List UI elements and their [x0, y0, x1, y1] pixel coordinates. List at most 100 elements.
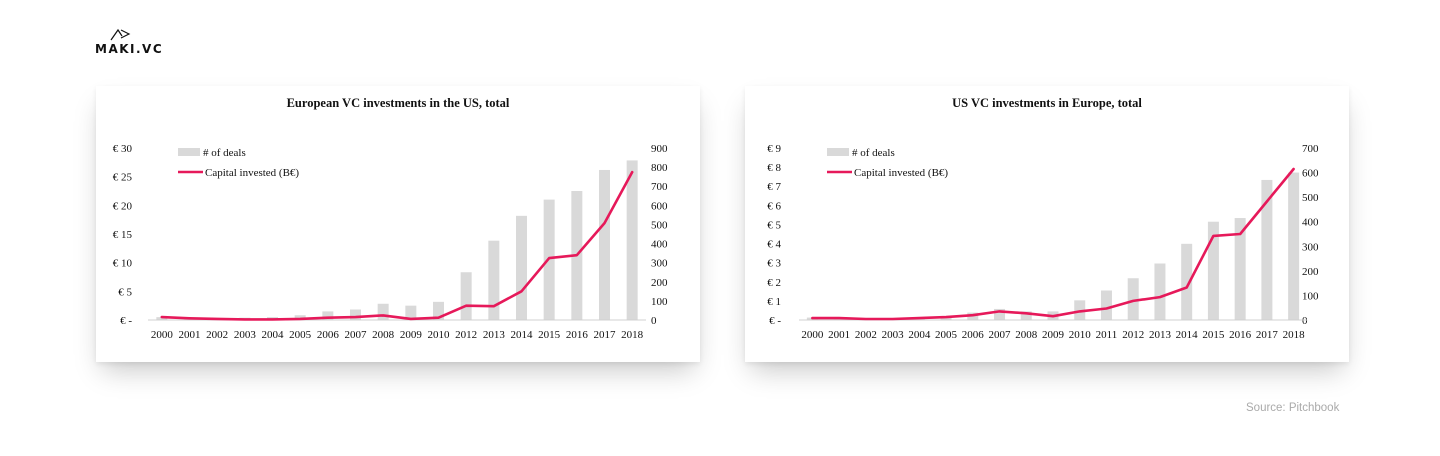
y-right-tick-label: 200	[651, 277, 668, 289]
x-tick-label: 2007	[989, 329, 1012, 341]
y-left-tick-label: € 8	[767, 162, 781, 174]
y-left-tick-label: € 7	[767, 181, 781, 193]
y-left-tick-label: € 5	[767, 219, 781, 231]
bar-deals-2013	[488, 240, 500, 320]
x-tick-label: 2001	[828, 329, 850, 341]
bar-deals-2016	[1234, 218, 1246, 320]
y-left-tick-label: € -	[120, 315, 132, 327]
legend-label-capital: Capital invested (B€)	[205, 167, 299, 179]
y-left-tick-label: € 10	[113, 258, 133, 270]
x-tick-label: 2008	[1015, 329, 1038, 341]
x-tick-label: 2007	[345, 329, 368, 341]
bar-deals-2008	[377, 303, 389, 320]
y-right-tick-label: 600	[651, 200, 668, 212]
x-tick-label: 2018	[1283, 329, 1306, 341]
x-tick-label: 2017	[1256, 329, 1279, 341]
x-tick-label: 2004	[262, 329, 285, 341]
x-tick-label: 2002	[206, 329, 228, 341]
legend-swatch-deals	[827, 148, 849, 156]
chart-card-1: European VC investments in the US, total…	[96, 86, 700, 362]
y-left-tick-label: € 3	[767, 258, 781, 270]
bar-deals-2012	[460, 272, 472, 320]
bar-deals-2014	[516, 215, 527, 320]
bar-deals-2011	[1100, 290, 1112, 320]
y-left-tick-label: € 9	[767, 143, 781, 155]
x-tick-label: 2010	[428, 329, 451, 341]
x-tick-label: 2018	[621, 329, 644, 341]
bar-deals-2007	[350, 309, 361, 320]
y-left-tick-label: € 30	[113, 143, 133, 155]
y-right-tick-label: 400	[651, 239, 668, 251]
y-right-tick-label: 0	[651, 315, 657, 327]
x-tick-label: 2003	[882, 329, 905, 341]
x-tick-label: 2011	[1096, 329, 1118, 341]
y-right-tick-label: 300	[651, 258, 668, 270]
x-tick-label: 2009	[400, 329, 423, 341]
x-tick-label: 2016	[1229, 329, 1252, 341]
x-tick-label: 2013	[1149, 329, 1172, 341]
y-right-tick-label: 300	[1302, 241, 1319, 253]
bar-deals-2009	[405, 305, 417, 320]
y-right-tick-label: 200	[1302, 266, 1319, 278]
x-tick-label: 2005	[935, 329, 958, 341]
line-capital-invested	[160, 170, 634, 321]
x-tick-label: 2008	[372, 329, 395, 341]
bar-deals-2018	[1288, 172, 1300, 320]
y-right-tick-label: 400	[1302, 217, 1319, 229]
bar-deals-2014	[1181, 243, 1193, 320]
chart-title: US VC investments in Europe, total	[952, 96, 1142, 110]
x-tick-label: 2006	[317, 329, 340, 341]
bar-deals-2012	[1127, 278, 1139, 320]
y-left-tick-label: € 2	[767, 277, 781, 289]
y-left-tick-label: € 5	[118, 286, 132, 298]
bar-deals-2008	[1020, 311, 1032, 320]
legend-label-deals: # of deals	[852, 147, 895, 159]
y-left-tick-label: € 6	[767, 200, 781, 212]
logo-mark-icon	[110, 28, 131, 41]
legend-label-deals: # of deals	[203, 147, 246, 159]
x-tick-label: 2001	[179, 329, 201, 341]
x-tick-label: 2014	[511, 329, 534, 341]
line-capital-invested	[811, 167, 1295, 321]
x-tick-label: 2015	[538, 329, 561, 341]
x-tick-label: 2004	[908, 329, 931, 341]
x-tick-label: 2005	[289, 329, 312, 341]
x-tick-label: 2003	[234, 329, 256, 341]
x-tick-label: 2000	[801, 329, 824, 341]
y-right-tick-label: 100	[651, 296, 668, 308]
y-right-tick-label: 700	[651, 181, 668, 193]
y-right-tick-label: 500	[1302, 192, 1319, 204]
y-right-tick-label: 900	[651, 143, 668, 155]
bar-deals-2006	[322, 311, 334, 320]
y-left-tick-label: € 25	[113, 172, 133, 184]
y-right-tick-label: 600	[1302, 168, 1319, 180]
logo-text: MAKI.VC	[95, 42, 164, 56]
x-tick-label: 2012	[455, 329, 477, 341]
source-note: Source: Pitchbook	[1246, 402, 1340, 414]
x-tick-label: 2002	[855, 329, 877, 341]
y-left-tick-label: € 4	[767, 239, 781, 251]
bar-deals-2017	[599, 169, 610, 320]
y-right-tick-label: 100	[1302, 290, 1319, 302]
chart-eu-in-us: European VC investments in the US, total…	[113, 96, 668, 341]
x-tick-label: 2012	[1122, 329, 1144, 341]
bar-deals-2010	[433, 301, 444, 320]
chart-title: European VC investments in the US, total	[287, 96, 510, 110]
x-tick-label: 2000	[151, 329, 174, 341]
bar-deals-2017	[1261, 179, 1273, 320]
x-tick-label: 2009	[1042, 329, 1065, 341]
bar-deals-2000	[156, 317, 168, 320]
x-tick-label: 2013	[483, 329, 506, 341]
y-right-tick-label: 800	[651, 162, 668, 174]
bar-deals-2018	[626, 160, 638, 320]
bar-deals-2013	[1154, 263, 1166, 320]
chart-us-in-eu: US VC investments in Europe, total € 9 € 8…	[767, 96, 1319, 341]
y-right-tick-label: 0	[1302, 315, 1308, 327]
bar-deals-2015	[1207, 221, 1219, 320]
y-right-tick-label: 500	[651, 219, 668, 231]
legend-swatch-deals	[178, 148, 200, 156]
x-tick-label: 2006	[962, 329, 985, 341]
x-tick-label: 2017	[594, 329, 617, 341]
bar-deals-2007	[994, 308, 1006, 320]
legend-label-capital: Capital invested (B€)	[854, 167, 948, 179]
